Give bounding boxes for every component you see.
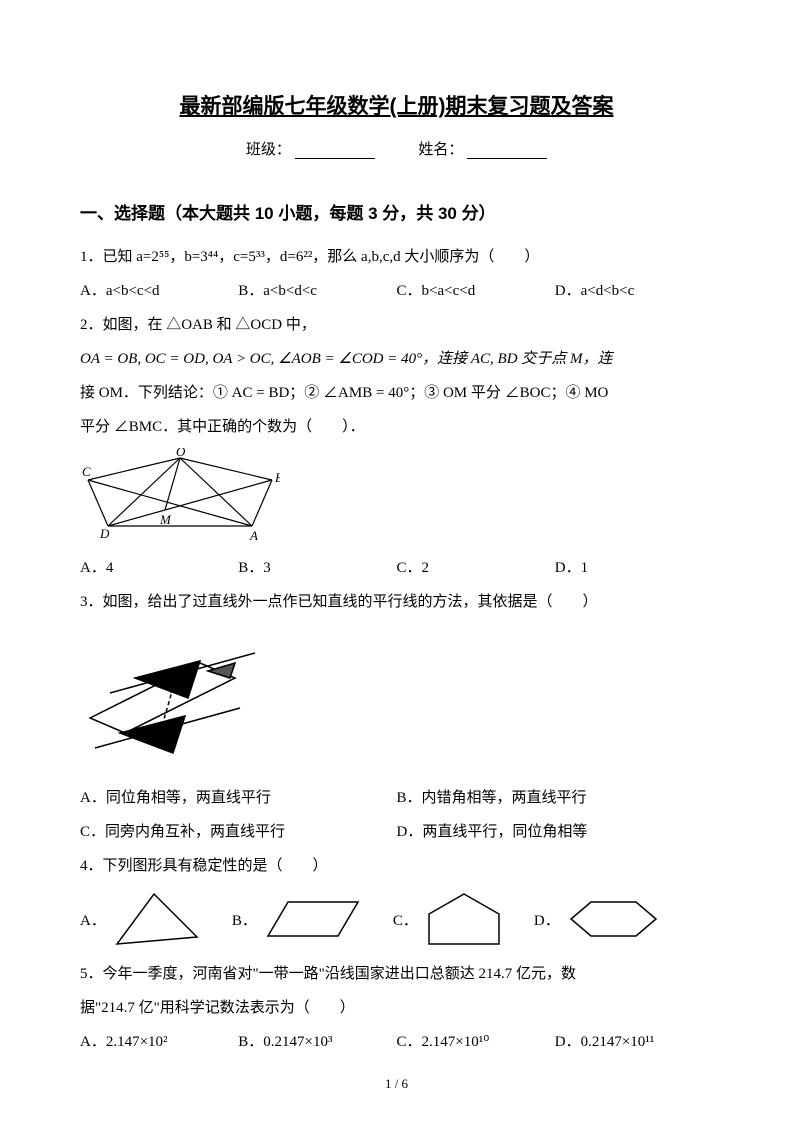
triangle-icon [112,889,202,949]
q2-line3: 接 OM．下列结论：① AC = BD；② ∠AMB = 40°；③ OM 平分… [80,378,713,408]
q2-label-c: C [82,464,91,479]
q2-line4: 平分 ∠BMC．其中正确的个数为（ ）． [80,412,713,442]
section-1-header: 一、选择题（本大题共 10 小题，每题 3 分，共 30 分） [80,199,713,224]
page-number: 1 / 6 [0,1076,793,1092]
q2-line1: 2．如图，在 △OAB 和 △OCD 中， [80,310,713,340]
q1-opt-b: B．a<b<d<c [238,276,396,306]
q4-shape-c: C． [393,889,504,949]
q5-line1: 5．今年一季度，河南省对"一带一路"沿线国家进出口总额达 214.7 亿元，数 [80,959,713,989]
parallelogram-icon [263,894,363,944]
q4-figures: A． B． C． D． [80,889,713,949]
q3-opt-c: C．同旁内角互补，两直线平行 [80,817,397,847]
class-blank [295,145,375,159]
q4-opt-d: D． [534,909,560,930]
q4-text: 4．下列图形具有稳定性的是（ ） [80,851,713,881]
q2-line2: OA = OB, OC = OD, OA > OC, ∠AOB = ∠COD =… [80,344,713,374]
q1-options: A．a<b<c<d B．a<b<d<c C．b<a<c<d D．a<d<b<c [80,276,713,306]
q5-options: A．2.147×10² B．0.2147×10³ C．2.147×10¹⁰ D．… [80,1027,713,1057]
q2-figure: O C B D A M [80,448,280,543]
q2-opt-b: B．3 [238,553,396,583]
q2-label-d: D [99,526,110,541]
q1-text: 1．已知 a=2⁵⁵，b=3⁴⁴，c=5³³，d=6²²，那么 a,b,c,d … [80,242,713,272]
q3-opt-b: B．内错角相等，两直线平行 [397,783,714,813]
q4-shape-d: D． [534,894,661,944]
q5-opt-a: A．2.147×10² [80,1027,238,1057]
q3-options-1: A．同位角相等，两直线平行 B．内错角相等，两直线平行 [80,783,713,813]
q2-opt-c: C．2 [397,553,555,583]
q3-opt-d: D．两直线平行，同位角相等 [397,817,714,847]
hexagon-icon [566,894,661,944]
q4-opt-b: B． [232,909,257,930]
q3-opt-a: A．同位角相等，两直线平行 [80,783,397,813]
q1-opt-a: A．a<b<c<d [80,276,238,306]
q2-options: A．4 B．3 C．2 D．1 [80,553,713,583]
class-label: 班级： [246,142,291,158]
q1-opt-c: C．b<a<c<d [397,276,555,306]
q5-opt-c: C．2.147×10¹⁰ [397,1027,555,1057]
q2-opt-d: D．1 [555,553,713,583]
q3-figure [80,623,270,773]
q4-opt-c: C． [393,909,418,930]
q5-opt-b: B．0.2147×10³ [238,1027,396,1057]
q4-shape-b: B． [232,894,363,944]
q2-label-a: A [249,528,258,543]
q2-label-o: O [176,448,186,459]
q2-label-m: M [159,512,172,527]
page-title: 最新部编版七年级数学(上册)期末复习题及答案 [80,90,713,120]
exam-page: 最新部编版七年级数学(上册)期末复习题及答案 班级： 姓名： 一、选择题（本大题… [0,0,793,1122]
q2-label-b: B [275,470,280,485]
q4-opt-a: A． [80,909,106,930]
pentagon-icon [424,889,504,949]
q1-opt-d: D．a<d<b<c [555,276,713,306]
q4-shape-a: A． [80,889,202,949]
q3-options-2: C．同旁内角互补，两直线平行 D．两直线平行，同位角相等 [80,817,713,847]
q2-opt-a: A．4 [80,553,238,583]
q5-opt-d: D．0.2147×10¹¹ [555,1027,713,1057]
q3-text: 3．如图，给出了过直线外一点作已知直线的平行线的方法，其依据是（ ） [80,587,713,617]
name-blank [467,145,547,159]
q5-line2: 据"214.7 亿"用科学记数法表示为（ ） [80,993,713,1023]
student-info-line: 班级： 姓名： [80,138,713,159]
name-label: 姓名： [418,142,463,158]
